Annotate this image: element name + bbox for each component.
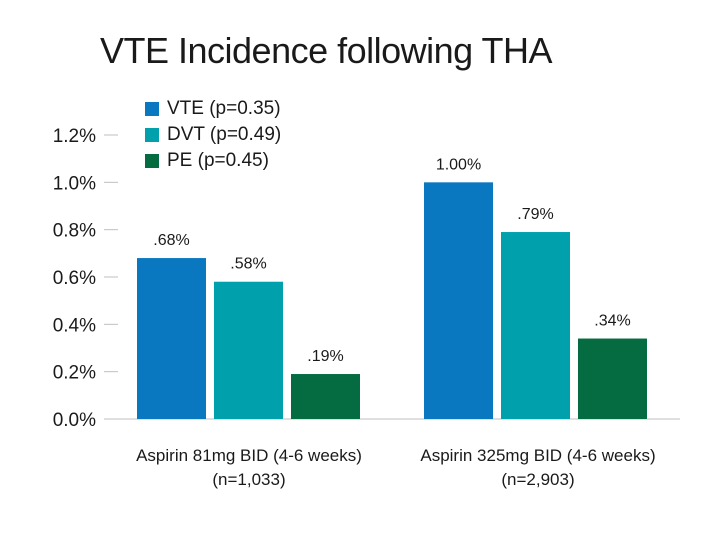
data-label: .79% [517,206,553,223]
data-label: 1.00% [436,156,481,173]
y-tick-label: 1.0% [53,173,96,194]
legend-swatch-vte [145,102,159,116]
bar [578,338,647,419]
bar [424,182,493,419]
legend-swatch-dvt [145,128,159,142]
data-label: .68% [153,232,189,249]
bar [214,281,283,419]
y-tick-label: 0.2% [53,363,96,384]
bar [501,232,570,419]
legend-label-vte: VTE (p=0.35) [167,98,281,119]
y-tick-label: 0.8% [53,221,96,242]
chart-title: VTE Incidence following THA [100,30,553,71]
bar [291,374,360,419]
legend-label-dvt: DVT (p=0.49) [167,124,282,145]
y-tick-label: 1.2% [53,126,96,147]
bar [137,258,206,419]
legend-item-pe: PE (p=0.45) [145,148,281,174]
x-tick-label: (n=1,033) [212,470,285,489]
data-label: .19% [307,348,343,365]
y-tick-label: 0.0% [53,410,96,431]
data-label: .58% [230,256,266,273]
y-tick-label: 0.6% [53,268,96,289]
legend-swatch-pe [145,154,159,168]
legend-item-vte: VTE (p=0.35) [145,96,281,122]
x-tick-label: (n=2,903) [501,470,574,489]
y-tick-label: 0.4% [53,315,96,336]
x-tick-label: Aspirin 325mg BID (4-6 weeks) [420,446,655,465]
legend-label-pe: PE (p=0.45) [167,150,269,171]
data-label: .34% [594,313,630,330]
legend: VTE (p=0.35) DVT (p=0.49) PE (p=0.45) [145,96,281,174]
x-tick-label: Aspirin 81mg BID (4-6 weeks) [136,446,362,465]
legend-item-dvt: DVT (p=0.49) [145,122,281,148]
